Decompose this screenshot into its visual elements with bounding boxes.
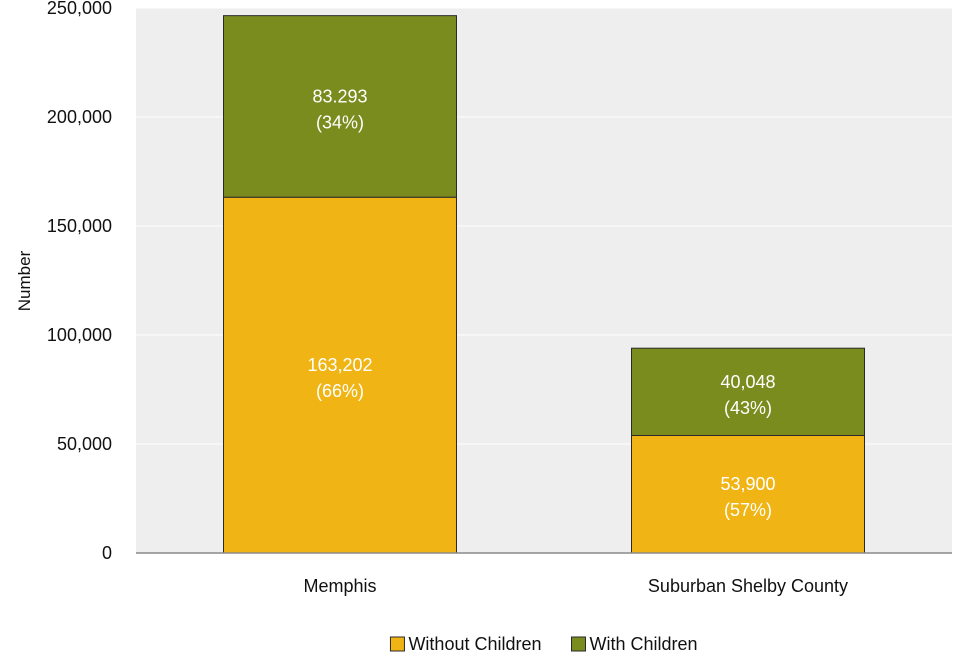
y-tick-label: 150,000: [47, 216, 112, 236]
x-category-label: Suburban Shelby County: [648, 576, 848, 596]
y-axis-label: Number: [15, 250, 34, 311]
data-label-percent: (66%): [316, 381, 364, 401]
y-tick-label: 200,000: [47, 107, 112, 127]
data-label-value: 83.293: [312, 86, 367, 106]
legend-swatch: [571, 636, 587, 652]
bar-segment: [631, 347, 865, 436]
data-label-value: 163,202: [307, 355, 372, 375]
bar-segment: [631, 434, 865, 554]
data-label-value: 40,048: [720, 372, 775, 392]
legend-item: With Children: [571, 634, 698, 654]
y-axis-ticks: 0 50,000 100,000 150,000 200,000 250,000: [47, 0, 112, 563]
legend-item: Without Children: [389, 634, 542, 654]
x-category-label: Memphis: [303, 576, 376, 596]
legend-label: Without Children: [408, 634, 541, 654]
y-tick-label: 0: [102, 543, 112, 563]
bar-segment: [223, 15, 457, 198]
y-tick-label: 50,000: [57, 434, 112, 454]
y-tick-label: 100,000: [47, 325, 112, 345]
data-label-percent: (57%): [724, 500, 772, 520]
y-tick-label: 250,000: [47, 0, 112, 18]
bars: 163,202 (66%) 83.293 (34%) 53,900 (57%) 40,048…: [223, 15, 865, 554]
bar-segment: [223, 196, 457, 554]
legend-swatch: [389, 636, 405, 652]
data-label-percent: (43%): [724, 398, 772, 418]
data-label-value: 53,900: [720, 474, 775, 494]
legend-label: With Children: [590, 634, 698, 654]
x-axis-categories: Memphis Suburban Shelby County: [303, 576, 848, 596]
legend: Without Children With Children: [389, 634, 698, 654]
data-label-percent: (34%): [316, 112, 364, 132]
